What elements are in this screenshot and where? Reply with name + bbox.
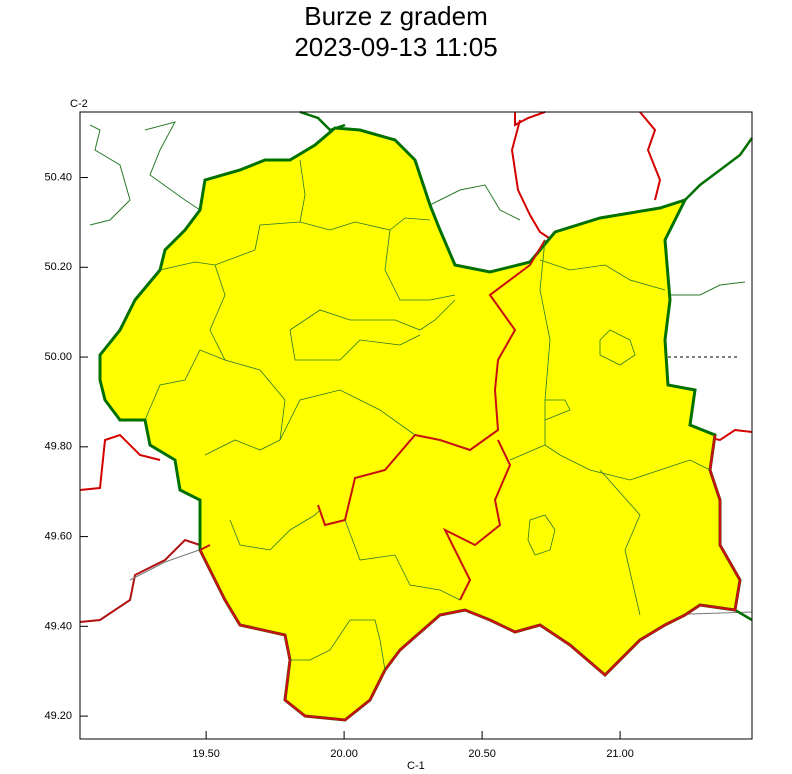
boundary xyxy=(344,519,461,601)
x-tick-label: 20.00 xyxy=(330,748,358,760)
border-red xyxy=(510,119,553,241)
boundary xyxy=(539,239,711,481)
corner-label: C-2 xyxy=(70,98,88,110)
boundary xyxy=(144,349,226,421)
y-tick-label: 50.20 xyxy=(44,261,72,273)
border-red xyxy=(199,544,211,551)
boundary xyxy=(509,444,546,461)
boundary xyxy=(289,299,456,331)
border-red xyxy=(79,538,201,623)
border-red xyxy=(639,111,662,201)
boundary xyxy=(599,469,641,616)
map-area xyxy=(79,110,754,722)
boundary xyxy=(527,514,556,556)
border-green xyxy=(734,608,753,622)
y-tick-label: 50.00 xyxy=(44,351,72,363)
border-red xyxy=(514,111,546,127)
boundary xyxy=(544,399,571,421)
boundary xyxy=(290,619,386,671)
boundary xyxy=(89,124,131,226)
x-tick-label: 19.50 xyxy=(192,748,220,760)
x-tick-label: 20.50 xyxy=(468,748,496,760)
border-green xyxy=(684,137,754,201)
border-red xyxy=(198,434,742,722)
subtitle: 2023-09-13 11:05 xyxy=(294,32,497,62)
y-tick-label: 49.80 xyxy=(44,441,72,453)
boundary xyxy=(599,329,636,366)
boundary xyxy=(144,121,201,211)
frame xyxy=(79,111,753,740)
y-tick-label: 49.40 xyxy=(44,620,72,632)
boundary xyxy=(539,259,666,291)
boundary xyxy=(299,159,306,223)
border-red xyxy=(442,439,512,601)
axes: 50.40 50.20 50.00 49.80 49.60 49.40 49.20 19.50… xyxy=(44,171,633,759)
boundary xyxy=(429,184,521,221)
district-boundaries xyxy=(144,159,711,671)
boundary xyxy=(384,229,456,301)
x-tick-label: 21.00 xyxy=(606,748,634,760)
y-tick-label: 49.20 xyxy=(44,710,72,722)
corner-label: C-1 xyxy=(407,760,425,769)
boundary xyxy=(279,389,416,441)
boundary xyxy=(668,281,746,296)
border-red xyxy=(79,433,161,491)
border-red xyxy=(317,239,546,527)
title: Burze z gradem xyxy=(304,1,488,31)
y-tick-label: 49.60 xyxy=(44,530,72,542)
boundary xyxy=(204,264,286,456)
boundary xyxy=(289,329,421,361)
boundary xyxy=(129,547,206,581)
y-tick-label: 50.40 xyxy=(44,171,72,183)
boundary xyxy=(229,509,321,551)
